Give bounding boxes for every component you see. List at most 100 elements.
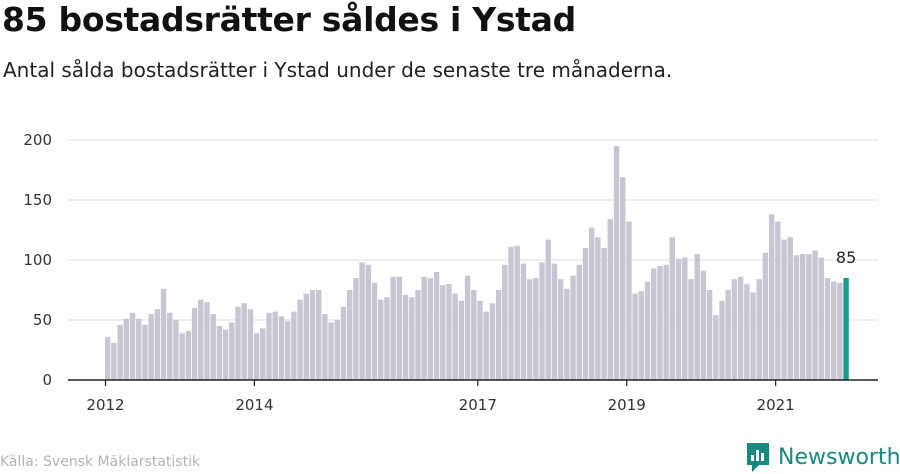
bar <box>464 275 471 380</box>
bar <box>806 254 812 380</box>
bar <box>520 263 527 380</box>
bar <box>390 276 396 380</box>
bar <box>334 320 340 380</box>
bar <box>675 258 682 380</box>
bar <box>787 237 793 380</box>
bar <box>626 221 632 380</box>
chart-subtitle: Antal sålda bostadsrätter i Ystad under … <box>3 58 673 82</box>
bar <box>744 284 750 380</box>
bar <box>793 255 800 380</box>
bar <box>651 268 657 380</box>
bar <box>148 314 154 380</box>
bar <box>229 322 235 380</box>
bar <box>409 297 415 380</box>
bar <box>601 248 607 380</box>
source-note: Källa: Svensk Mäklarstatistik <box>0 454 201 470</box>
bar <box>694 254 700 380</box>
brand-logo[interactable]: Newsworthy <box>745 441 900 473</box>
bar <box>198 299 204 380</box>
bar <box>495 290 502 380</box>
y-tick-label: 150 <box>23 191 52 209</box>
bar <box>216 326 223 380</box>
bar <box>551 263 558 380</box>
bar <box>762 252 769 380</box>
bar <box>427 278 434 380</box>
bar <box>533 278 539 380</box>
bar <box>768 214 775 380</box>
bar <box>142 324 148 380</box>
bar <box>378 299 384 380</box>
bar <box>706 290 713 380</box>
bar <box>123 318 130 380</box>
bar <box>564 288 570 380</box>
bar <box>613 146 620 380</box>
chart-title: 85 bostadsrätter såldes i Ystad <box>2 0 576 39</box>
y-tick-label: 100 <box>23 251 52 269</box>
bar <box>663 264 669 380</box>
bar <box>576 264 582 380</box>
bar <box>210 314 216 380</box>
bar <box>154 309 161 380</box>
bar <box>539 262 545 380</box>
bar <box>347 290 353 380</box>
bar <box>222 329 229 380</box>
bar <box>830 281 837 380</box>
bar <box>272 311 278 380</box>
bar <box>657 266 663 380</box>
bar <box>775 221 781 380</box>
bar <box>719 300 725 380</box>
bar <box>365 264 372 380</box>
bar <box>682 257 688 380</box>
bar <box>284 321 291 380</box>
bar <box>818 257 824 380</box>
bar <box>179 333 185 380</box>
bar <box>291 311 297 380</box>
x-tick-label: 2014 <box>235 396 273 414</box>
bar <box>315 290 322 380</box>
bar <box>713 315 719 380</box>
bar <box>297 299 303 380</box>
bar <box>471 290 477 380</box>
bar <box>737 276 744 380</box>
bar <box>340 306 347 380</box>
y-tick-label: 0 <box>42 371 52 389</box>
bar <box>545 239 551 380</box>
bar <box>253 333 260 380</box>
bar <box>191 308 198 380</box>
bar <box>607 219 614 380</box>
bar <box>781 239 787 380</box>
bar <box>241 303 247 380</box>
bar <box>402 294 409 380</box>
bar <box>322 314 328 380</box>
bar <box>632 293 638 380</box>
bar <box>353 278 359 380</box>
bar <box>185 330 192 380</box>
bar <box>620 177 626 380</box>
bar <box>837 282 843 380</box>
bar <box>247 309 254 380</box>
highlight-value-label: 85 <box>836 248 856 267</box>
bar <box>136 318 142 380</box>
bar <box>514 245 520 380</box>
bar <box>502 264 508 380</box>
bar <box>309 290 316 380</box>
bar-chart: 85 0 50 100 150 200 2012 2014 2017 2019 2021 <box>23 131 878 414</box>
bar <box>799 254 806 380</box>
bar <box>371 282 378 380</box>
bar <box>638 291 645 380</box>
bar <box>595 237 601 380</box>
bar <box>396 276 403 380</box>
bar <box>489 303 496 380</box>
bar <box>557 279 564 380</box>
bar <box>508 246 514 380</box>
bar <box>644 281 651 380</box>
bar <box>328 322 334 380</box>
bar <box>384 297 390 380</box>
bar <box>303 293 309 380</box>
bar <box>669 237 676 380</box>
y-tick-label: 200 <box>23 131 52 149</box>
bar <box>173 320 179 380</box>
bar <box>725 290 731 380</box>
bar <box>452 293 458 380</box>
bar <box>458 300 465 380</box>
